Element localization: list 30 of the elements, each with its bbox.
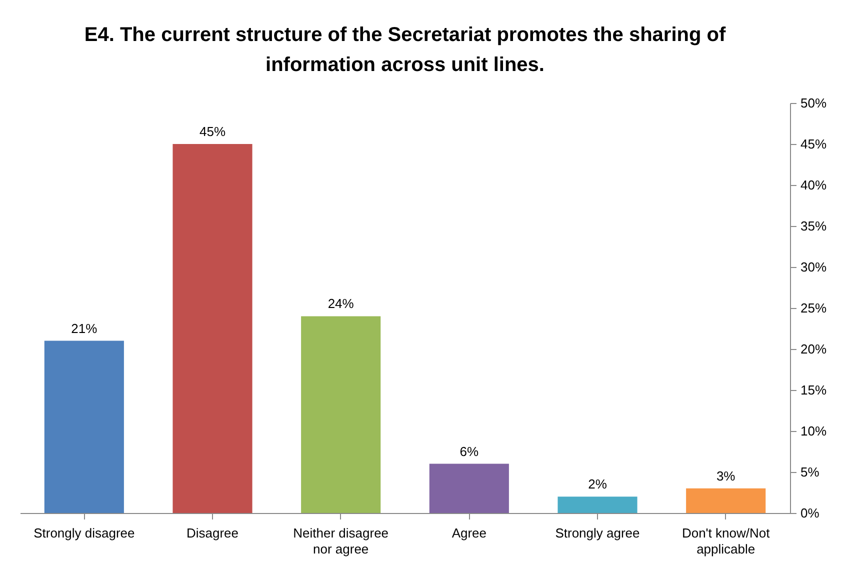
- bar: [686, 488, 766, 513]
- bar: [172, 144, 252, 513]
- bar: [429, 464, 509, 513]
- x-tick-label: Neither disagree nor agree: [293, 526, 389, 556]
- x-tick-label: Strongly disagree: [34, 526, 135, 540]
- bar: [44, 340, 124, 513]
- y-tick-label: 45%: [800, 136, 827, 152]
- y-tick-label: 25%: [800, 300, 827, 316]
- y-tick-label: 35%: [800, 218, 827, 234]
- data-label: 21%: [71, 320, 98, 336]
- x-tick-label: Agree: [452, 526, 487, 540]
- data-label: 45%: [199, 124, 226, 139]
- y-tick-label: 20%: [800, 342, 827, 356]
- chart-title: E4. The current structure of the Secretariat promotes the sharing of information across unit lines.: [84, 24, 726, 76]
- x-tick-label: Disagree: [186, 526, 239, 540]
- y-tick-label: 30%: [800, 260, 827, 274]
- y-tick-label: 50%: [800, 96, 827, 110]
- y-tick-label: 0%: [800, 506, 820, 520]
- data-label: 2%: [588, 476, 608, 492]
- data-label: 3%: [716, 468, 736, 484]
- x-tick-label: Strongly agree: [555, 526, 640, 540]
- y-tick-label: 40%: [800, 178, 827, 192]
- bar: [301, 316, 381, 513]
- y-tick-label: 10%: [800, 424, 827, 438]
- bar: [558, 496, 638, 513]
- data-label: 6%: [460, 444, 479, 459]
- y-tick-label: 5%: [800, 464, 820, 480]
- data-label: 24%: [328, 296, 354, 312]
- y-tick-label: 15%: [800, 382, 827, 398]
- x-tick-label: Don't know/Not applicable: [682, 526, 770, 556]
